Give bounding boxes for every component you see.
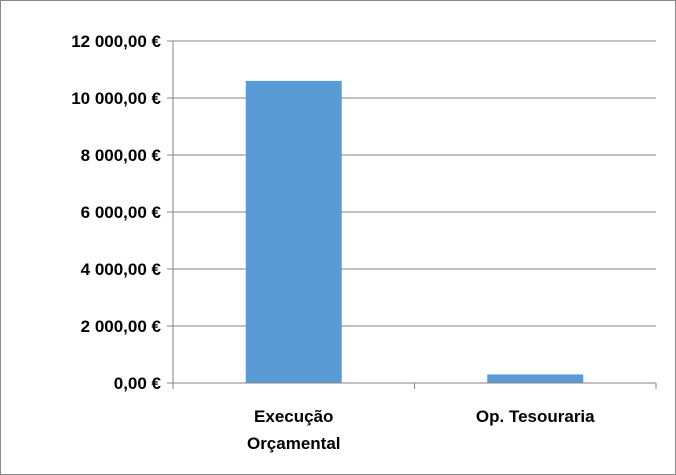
y-tick-label: 0,00 € bbox=[114, 374, 162, 393]
grid-lines bbox=[173, 40, 656, 327]
y-tick-label: 12 000,00 € bbox=[71, 32, 161, 51]
bar bbox=[487, 374, 584, 383]
y-tick-labels: 0,00 € 2 000,00 € 4 000,00 € 6 000,00 € 8 00… bbox=[71, 32, 161, 393]
y-tick-label: 10 000,00 € bbox=[71, 89, 161, 108]
y-tick-label: 8 000,00 € bbox=[81, 146, 162, 165]
x-category-label: Orçamental bbox=[247, 434, 341, 453]
bars bbox=[245, 80, 584, 384]
x-category-label: Execução bbox=[254, 407, 333, 426]
y-tick-label: 6 000,00 € bbox=[81, 203, 162, 222]
x-category-labels: Execução Orçamental Op. Tesouraria bbox=[247, 407, 595, 453]
y-tick-label: 4 000,00 € bbox=[81, 260, 162, 279]
bar bbox=[245, 80, 342, 384]
y-tick-label: 2 000,00 € bbox=[81, 317, 162, 336]
axes bbox=[167, 40, 657, 389]
x-category-label: Op. Tesouraria bbox=[476, 407, 595, 426]
